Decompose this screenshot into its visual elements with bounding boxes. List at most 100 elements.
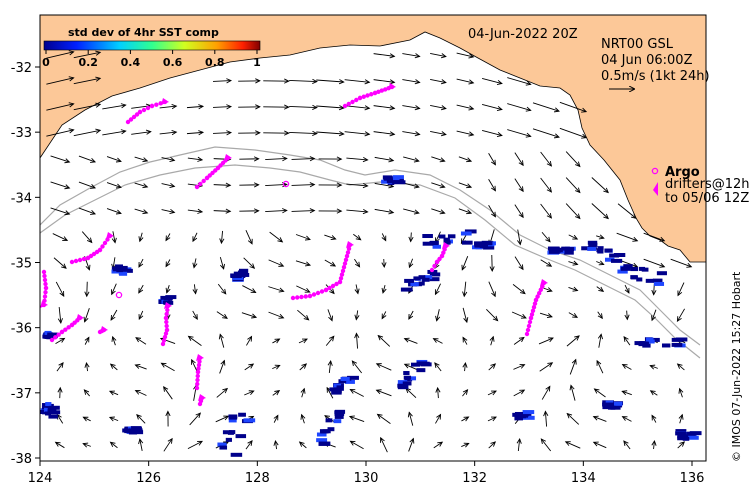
current-vector-arrow [217, 283, 227, 295]
drifter-track-point [337, 279, 343, 285]
current-vector-head [198, 130, 205, 136]
current-vector-arrow [596, 360, 604, 374]
low-sst-variability-patch [438, 234, 446, 239]
drifter-track-point [194, 385, 200, 391]
current-vector-arrow [570, 385, 576, 401]
current-vector-head [408, 236, 414, 243]
low-sst-variability-patch [588, 242, 598, 247]
current-vector-head [165, 410, 171, 417]
current-vector-arrow [512, 284, 526, 294]
current-vector-head [463, 442, 470, 448]
drifter-track-point [165, 307, 170, 313]
current-vector-arrow [374, 156, 394, 162]
drifter-track-point [201, 178, 206, 184]
low-sst-variability-patch [340, 376, 350, 381]
low-sst-variability-patch [334, 410, 345, 415]
current-vector-head [364, 79, 371, 85]
current-vector-head [651, 289, 657, 296]
current-vector-head [525, 132, 532, 138]
drifter-track-point [66, 325, 71, 330]
current-vector-head [519, 288, 526, 295]
current-vector-head [649, 364, 656, 370]
low-sst-variability-patch [661, 343, 671, 348]
current-vector-arrow [488, 152, 496, 166]
current-vector-arrow [374, 182, 394, 188]
current-vector-head [678, 413, 684, 420]
current-vector-head [520, 313, 527, 319]
drifter-track-point [434, 259, 440, 265]
low-sst-variability-patch [336, 386, 344, 391]
current-vector-arrow [50, 155, 70, 163]
current-vector-arrow [402, 79, 420, 83]
current-vector-head [220, 263, 225, 270]
drifter-track-point [342, 261, 348, 266]
current-vector-arrow [373, 53, 395, 57]
current-vector-head [278, 262, 285, 267]
current-vector-arrow [461, 442, 469, 448]
drifter-track-point [354, 97, 359, 103]
low-sst-variability-patch [614, 252, 626, 257]
current-vector-head [273, 414, 279, 421]
drifter-track-point [77, 257, 83, 263]
low-sst-variability-patch [45, 402, 52, 407]
drifter-end-marker [196, 354, 204, 361]
current-vector-arrow [377, 335, 391, 347]
current-vector-arrow [381, 233, 387, 241]
current-vector-head [540, 438, 547, 445]
current-vector-head [248, 363, 255, 369]
current-vector-arrow [517, 229, 521, 245]
drifter-track-point [163, 331, 169, 336]
drifter-track-point [102, 240, 108, 246]
current-vector-head [355, 235, 362, 241]
current-vector-head [439, 209, 446, 215]
current-vector-arrow [539, 362, 553, 372]
current-vector-head [336, 182, 343, 188]
drifter-track-point [154, 102, 159, 107]
current-vector-arrow [679, 414, 683, 424]
current-vector-arrow [269, 231, 283, 243]
current-vector-head [439, 183, 446, 189]
low-sst-variability-patch [393, 180, 406, 185]
drifter-track-point [63, 327, 68, 332]
current-vector-arrow [272, 364, 280, 370]
low-sst-variability-patch [416, 368, 426, 373]
current-vector-head [330, 235, 337, 240]
current-vector-arrow [216, 388, 228, 398]
current-vector-head [197, 156, 204, 162]
low-sst-variability-patch [112, 267, 123, 272]
current-vector-arrow [596, 235, 604, 239]
low-sst-variability-patch [522, 410, 535, 415]
drifter-track-point [339, 272, 345, 277]
x-tick-label: 124 [28, 471, 53, 486]
current-vector-arrow [408, 310, 414, 320]
current-vector-arrow [187, 440, 203, 450]
argo-marker-icon [651, 167, 659, 175]
current-vector-arrow [532, 102, 560, 112]
current-vector-head [255, 130, 261, 136]
current-vector-head [575, 161, 581, 168]
current-vector-head [247, 440, 253, 446]
colorbar-tick-label: 0.2 [78, 56, 98, 69]
current-vector-arrow [434, 362, 442, 372]
current-vector-arrow [507, 129, 531, 137]
current-vector-arrow [346, 183, 368, 187]
low-sst-variability-patch [630, 267, 639, 272]
current-vector-arrow [215, 415, 229, 423]
current-vector-arrow [482, 104, 502, 110]
current-vector-head [68, 128, 75, 134]
current-vector-arrow [355, 310, 359, 320]
current-vector-head [566, 412, 573, 419]
current-vector-arrow [291, 184, 315, 186]
drifter-track-point [43, 290, 48, 295]
current-vector-head [496, 105, 503, 111]
current-vector-head [375, 389, 382, 395]
current-vector-head [90, 210, 97, 215]
current-vector-arrow [408, 438, 414, 452]
current-vector-head [219, 238, 225, 245]
drifter-track-point [198, 181, 203, 187]
current-vector-head [226, 104, 233, 110]
current-vector-head [95, 50, 102, 56]
current-vector-head [381, 313, 387, 320]
current-vector-head [439, 157, 446, 163]
drifter-track-point [162, 334, 168, 340]
